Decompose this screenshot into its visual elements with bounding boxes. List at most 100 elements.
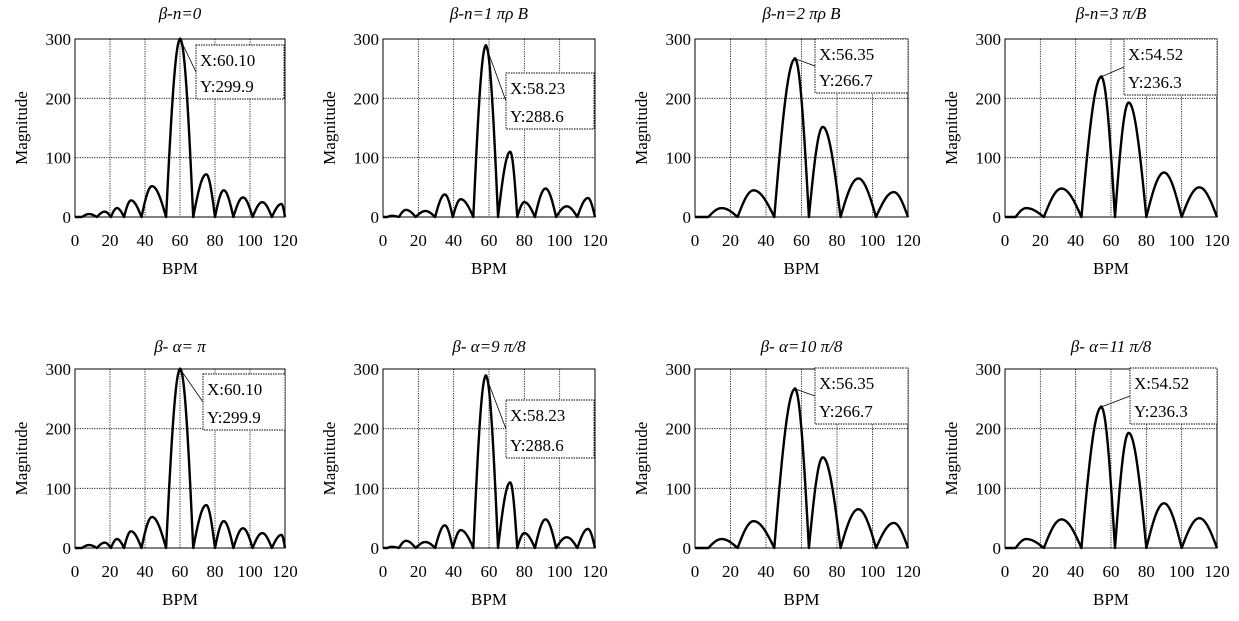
subplot-title: β-n=0 — [158, 4, 202, 23]
x-axis-label: BPM — [162, 259, 198, 278]
y-axis-label: Magnitude — [942, 91, 961, 165]
x-tick-label: 20 — [410, 562, 427, 581]
x-tick-label: 20 — [410, 231, 427, 250]
subplot-title: β- α=9 π/8 — [451, 337, 526, 356]
annotation-y-label: Y:266.7 — [819, 402, 873, 421]
annotation-x-label: X:56.35 — [819, 374, 874, 393]
subplot: 0204060801001200100200300BPMMagnitudeβ-n… — [632, 4, 921, 278]
y-tick-label: 300 — [666, 30, 692, 49]
x-tick-label: 40 — [445, 562, 462, 581]
x-tick-label: 60 — [172, 562, 189, 581]
y-tick-label: 100 — [354, 149, 380, 168]
y-tick-label: 200 — [666, 420, 692, 439]
x-tick-label: 60 — [1103, 562, 1120, 581]
annotation-y-label: Y:288.6 — [510, 436, 564, 455]
y-tick-label: 100 — [666, 149, 692, 168]
y-axis-label: Magnitude — [632, 91, 651, 165]
x-tick-label: 40 — [1067, 231, 1084, 250]
y-axis-label: Magnitude — [12, 422, 31, 496]
x-tick-label: 0 — [1001, 562, 1010, 581]
y-tick-label: 200 — [976, 420, 1002, 439]
subplot: 0204060801001200100200300BPMMagnitudeβ- … — [320, 337, 608, 609]
y-tick-label: 0 — [683, 539, 692, 558]
annotation-x-label: X:58.23 — [510, 406, 565, 425]
x-tick-label: 120 — [272, 562, 298, 581]
y-tick-label: 200 — [354, 420, 380, 439]
x-tick-label: 120 — [895, 562, 921, 581]
x-tick-label: 80 — [1138, 562, 1155, 581]
x-tick-label: 80 — [829, 231, 846, 250]
y-axis-label: Magnitude — [632, 422, 651, 496]
subplot: 0204060801001200100200300BPMMagnitudeβ- … — [942, 337, 1230, 609]
x-tick-label: 80 — [829, 562, 846, 581]
subplot-title: β-n=1 πρ B — [449, 4, 529, 23]
annotation-leader — [1101, 67, 1124, 77]
y-tick-label: 300 — [666, 360, 692, 379]
subplot: 0204060801001200100200300BPMMagnitudeβ-n… — [12, 4, 298, 278]
x-tick-label: 100 — [237, 231, 263, 250]
x-tick-label: 20 — [722, 231, 739, 250]
x-tick-label: 80 — [516, 562, 533, 581]
x-tick-label: 20 — [1032, 562, 1049, 581]
annotation-y-label: Y:288.6 — [510, 107, 564, 126]
annotation-x-label: X:60.10 — [207, 380, 262, 399]
y-tick-label: 100 — [976, 149, 1002, 168]
x-axis-label: BPM — [1093, 590, 1129, 609]
annotation-y-label: Y:299.9 — [200, 77, 254, 96]
x-tick-label: 0 — [379, 562, 388, 581]
x-tick-label: 100 — [547, 231, 573, 250]
y-tick-label: 100 — [666, 479, 692, 498]
x-tick-label: 80 — [1138, 231, 1155, 250]
y-tick-label: 100 — [354, 479, 380, 498]
x-tick-label: 60 — [481, 231, 498, 250]
y-axis-label: Magnitude — [942, 422, 961, 496]
y-tick-label: 300 — [354, 30, 380, 49]
annotation-x-label: X:60.10 — [200, 51, 255, 70]
x-tick-label: 20 — [722, 562, 739, 581]
x-tick-label: 40 — [1067, 562, 1084, 581]
annotation-leader — [486, 376, 506, 429]
subplot-title: β- α=11 π/8 — [1070, 337, 1152, 356]
x-tick-label: 0 — [691, 562, 700, 581]
y-tick-label: 200 — [976, 89, 1002, 108]
annotation-y-label: Y:236.3 — [1128, 73, 1182, 92]
x-tick-label: 120 — [582, 231, 608, 250]
x-tick-label: 20 — [1032, 231, 1049, 250]
x-tick-label: 40 — [758, 562, 775, 581]
annotation-x-label: X:58.23 — [510, 79, 565, 98]
subplot: 0204060801001200100200300BPMMagnitudeβ-n… — [942, 4, 1230, 278]
y-tick-label: 0 — [371, 208, 380, 227]
y-tick-label: 300 — [354, 360, 380, 379]
y-axis-label: Magnitude — [320, 422, 339, 496]
x-tick-label: 100 — [237, 562, 263, 581]
y-tick-label: 300 — [976, 30, 1002, 49]
x-axis-label: BPM — [784, 590, 820, 609]
y-tick-label: 200 — [46, 420, 72, 439]
x-tick-label: 0 — [71, 562, 80, 581]
y-tick-label: 200 — [666, 89, 692, 108]
subplot: 0204060801001200100200300BPMMagnitudeβ- … — [12, 337, 298, 609]
x-tick-label: 40 — [137, 562, 154, 581]
x-tick-label: 120 — [272, 231, 298, 250]
y-tick-label: 300 — [976, 360, 1002, 379]
x-tick-label: 0 — [691, 231, 700, 250]
x-tick-label: 0 — [379, 231, 388, 250]
y-tick-label: 0 — [993, 539, 1002, 558]
x-tick-label: 120 — [1204, 562, 1230, 581]
x-axis-label: BPM — [471, 590, 507, 609]
y-axis-label: Magnitude — [12, 91, 31, 165]
x-tick-label: 60 — [1103, 231, 1120, 250]
y-tick-label: 300 — [46, 360, 72, 379]
y-tick-label: 200 — [354, 89, 380, 108]
y-axis-label: Magnitude — [320, 91, 339, 165]
x-axis-label: BPM — [784, 259, 820, 278]
x-tick-label: 100 — [1169, 562, 1195, 581]
x-tick-label: 100 — [860, 562, 886, 581]
x-axis-label: BPM — [162, 590, 198, 609]
subplot-title: β-n=2 πρ B — [761, 4, 841, 23]
x-tick-label: 60 — [481, 562, 498, 581]
y-tick-label: 300 — [46, 30, 72, 49]
annotation-y-label: Y:236.3 — [1134, 402, 1188, 421]
